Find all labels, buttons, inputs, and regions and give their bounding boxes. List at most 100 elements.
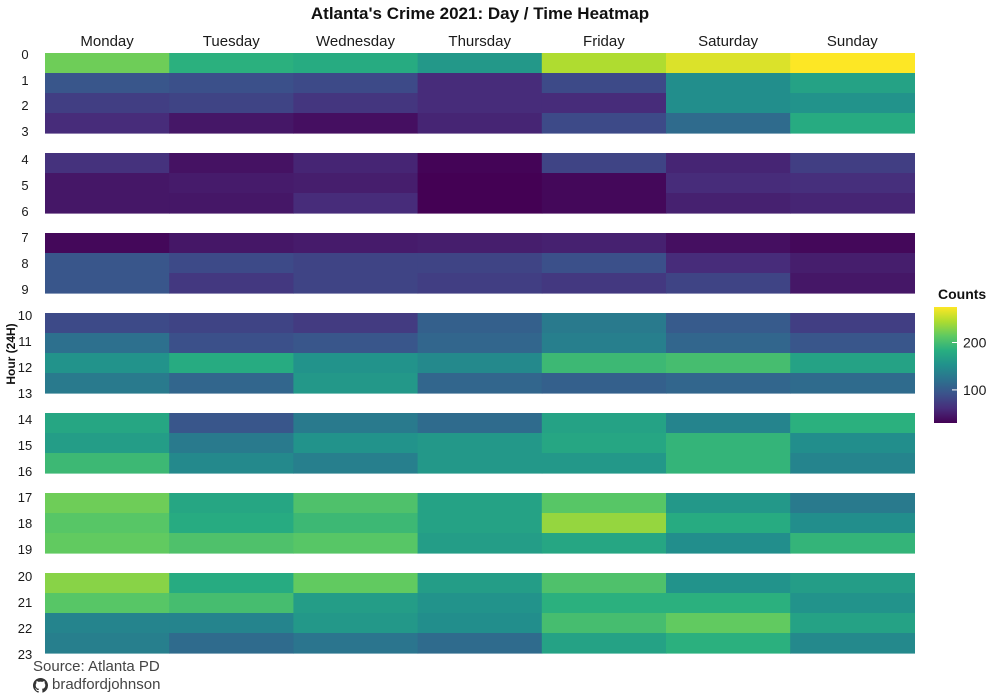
heatmap-cell-wednesday-12 (293, 353, 419, 374)
heatmap-cell-saturday-10 (666, 313, 791, 334)
heatmap-cell-monday-6 (45, 193, 170, 214)
heatmap-cell-friday-2 (541, 93, 667, 114)
heatmap-cell-thursday-22 (417, 613, 543, 634)
hour-label-11: 11 (18, 334, 32, 349)
heatmap-cell-sunday-0 (790, 53, 915, 74)
heatmap-cell-monday-12 (45, 353, 170, 374)
heatmap-cell-saturday-6 (666, 193, 791, 214)
heatmap-cell-thursday-12 (417, 353, 543, 374)
heatmap-cell-wednesday-11 (293, 333, 419, 354)
heatmap-cell-monday-1 (45, 73, 170, 94)
heatmap-cell-monday-3 (45, 113, 170, 134)
heatmap-cell-thursday-21 (417, 593, 543, 614)
heatmap-cell-sunday-16 (790, 453, 915, 474)
heatmap-cell-wednesday-5 (293, 173, 419, 194)
heatmap-cell-friday-22 (541, 613, 667, 634)
heatmap-cell-sunday-19 (790, 533, 915, 554)
heatmap-cell-tuesday-14 (169, 413, 294, 434)
heatmap-cell-saturday-3 (666, 113, 791, 134)
heatmap-cell-friday-7 (541, 233, 667, 254)
heatmap-cell-tuesday-4 (169, 153, 294, 174)
heatmap-cell-wednesday-22 (293, 613, 419, 634)
caption-source: Source: Atlanta PD (33, 658, 160, 675)
heatmap-cell-sunday-1 (790, 73, 915, 94)
heatmap-cell-friday-23 (541, 633, 667, 654)
heatmap-cell-thursday-16 (417, 453, 543, 474)
heatmap-cell-saturday-23 (666, 633, 791, 654)
heatmap-cell-tuesday-22 (169, 613, 294, 634)
heatmap-cell-wednesday-3 (293, 113, 419, 134)
hour-label-0: 0 (21, 47, 28, 62)
heatmap-cell-tuesday-18 (169, 513, 294, 534)
heatmap-cell-friday-0 (541, 53, 667, 74)
heatmap-cell-wednesday-1 (293, 73, 419, 94)
heatmap-cell-monday-4 (45, 153, 170, 174)
heatmap-cell-saturday-0 (666, 53, 791, 74)
heatmap-cell-saturday-22 (666, 613, 791, 634)
heatmap-cell-thursday-15 (417, 433, 543, 454)
heatmap-cell-thursday-4 (417, 153, 543, 174)
github-icon (33, 677, 48, 693)
heatmap-cell-monday-21 (45, 593, 170, 614)
hour-label-6: 6 (21, 204, 28, 219)
heatmap-cell-wednesday-21 (293, 593, 419, 614)
heatmap-cell-monday-20 (45, 573, 170, 594)
caption-author: bradfordjohnson (33, 676, 160, 694)
heatmap-cell-saturday-4 (666, 153, 791, 174)
heatmap-cell-tuesday-17 (169, 493, 294, 514)
heatmap-cell-friday-17 (541, 493, 667, 514)
colorbar-gradient (934, 307, 957, 423)
heatmap-cell-friday-13 (541, 373, 667, 394)
heatmap-cell-monday-13 (45, 373, 170, 394)
caption-author-text: bradfordjohnson (52, 676, 161, 693)
heatmap-cell-friday-20 (541, 573, 667, 594)
day-label-sunday: Sunday (827, 33, 878, 50)
heatmap-cell-sunday-20 (790, 573, 915, 594)
hour-label-16: 16 (18, 464, 32, 479)
heatmap-cell-sunday-12 (790, 353, 915, 374)
day-label-thursday: Thursday (448, 33, 511, 50)
heatmap-cell-friday-6 (541, 193, 667, 214)
heatmap-cell-friday-11 (541, 333, 667, 354)
heatmap-cell-sunday-21 (790, 593, 915, 614)
heatmap-cell-wednesday-6 (293, 193, 419, 214)
heatmap-cell-saturday-2 (666, 93, 791, 114)
heatmap-cell-tuesday-23 (169, 633, 294, 654)
hour-label-20: 20 (18, 569, 32, 584)
heatmap-cell-wednesday-9 (293, 273, 419, 294)
heatmap-cell-tuesday-0 (169, 53, 294, 74)
heatmap-cell-wednesday-17 (293, 493, 419, 514)
heatmap-cell-monday-19 (45, 533, 170, 554)
hour-label-5: 5 (21, 178, 28, 193)
heatmap-cell-wednesday-23 (293, 633, 419, 654)
heatmap-cell-friday-15 (541, 433, 667, 454)
heatmap-cell-sunday-9 (790, 273, 915, 294)
heatmap-cell-wednesday-14 (293, 413, 419, 434)
heatmap-cell-sunday-14 (790, 413, 915, 434)
colorbar-ticks: 100 200 (952, 335, 987, 398)
heatmap-cell-sunday-15 (790, 433, 915, 454)
heatmap-cell-tuesday-1 (169, 73, 294, 94)
y-axis-title: Hour (24H) (4, 323, 18, 384)
hour-label-12: 12 (18, 360, 32, 375)
hour-label-17: 17 (18, 490, 32, 505)
heatmap-cell-friday-9 (541, 273, 667, 294)
hour-label-18: 18 (18, 516, 32, 531)
heatmap-cell-saturday-12 (666, 353, 791, 374)
heatmap-cell-tuesday-11 (169, 333, 294, 354)
heatmap-cell-sunday-17 (790, 493, 915, 514)
chart-title: Atlanta's Crime 2021: Day / Time Heatmap (311, 4, 649, 23)
heatmap-cell-monday-17 (45, 493, 170, 514)
heatmap-cell-tuesday-12 (169, 353, 294, 374)
heatmap-cell-thursday-0 (417, 53, 543, 74)
heatmap-cell-friday-12 (541, 353, 667, 374)
heatmap-cell-thursday-14 (417, 413, 543, 434)
heatmap-cell-sunday-22 (790, 613, 915, 634)
heatmap-cell-saturday-15 (666, 433, 791, 454)
colorbar-title: Counts (938, 286, 986, 302)
heatmap-cell-thursday-19 (417, 533, 543, 554)
heatmap-cell-sunday-10 (790, 313, 915, 334)
heatmap-cell-wednesday-8 (293, 253, 419, 274)
heatmap-cell-wednesday-20 (293, 573, 419, 594)
